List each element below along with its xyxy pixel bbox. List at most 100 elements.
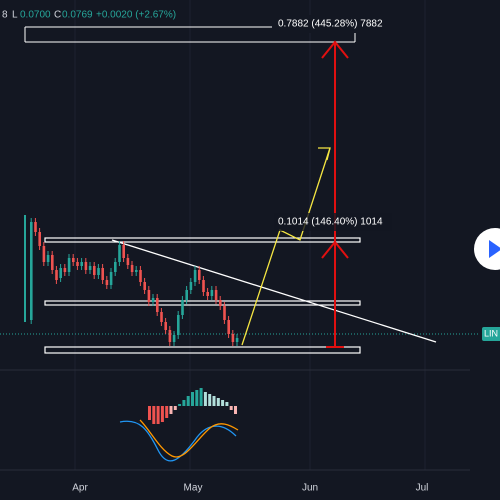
- candle: [219, 300, 222, 306]
- candle: [46, 255, 50, 262]
- legend-close-label: C: [54, 10, 61, 21]
- histogram-bar: [216, 398, 220, 406]
- histogram-bar: [160, 406, 164, 422]
- label-bg: [272, 15, 396, 33]
- candle: [72, 258, 75, 262]
- candle: [210, 290, 214, 296]
- candle: [101, 268, 104, 280]
- legend-low: 0.0700: [20, 10, 51, 21]
- candle: [214, 290, 218, 300]
- candle: [34, 222, 37, 232]
- candle: [93, 266, 96, 275]
- candle: [160, 312, 163, 322]
- annotation-label: 0.7882 (445.28%) 7882: [278, 19, 383, 30]
- candle: [181, 300, 184, 315]
- play-button[interactable]: [474, 228, 500, 270]
- candle: [206, 292, 209, 296]
- candle: [97, 268, 100, 275]
- time-label: Jul: [416, 483, 429, 494]
- candle: [227, 320, 230, 334]
- histogram-bar: [225, 402, 229, 406]
- candle: [118, 245, 121, 262]
- price-tag: [482, 327, 500, 341]
- candle: [59, 268, 62, 278]
- histogram-bar: [208, 394, 212, 406]
- candle: [55, 270, 58, 280]
- candle: [105, 280, 109, 285]
- histogram-bar: [156, 406, 160, 424]
- candle: [202, 280, 205, 292]
- candle: [109, 272, 113, 285]
- projection: [241, 147, 331, 346]
- histogram-bar: [191, 392, 194, 406]
- candle: [185, 290, 188, 300]
- time-label: Jun: [302, 483, 318, 494]
- candle: [193, 270, 197, 282]
- histogram-bar: [148, 406, 151, 420]
- candle: [231, 334, 235, 342]
- zones: [44, 237, 361, 354]
- price-tag-label: LIN: [484, 328, 498, 338]
- macd: [119, 388, 239, 462]
- candle: [147, 290, 151, 302]
- grid: [0, 0, 470, 471]
- histogram-bar: [199, 388, 203, 406]
- legend-low-label: L: [12, 10, 18, 21]
- candle: [189, 282, 193, 290]
- candle: [122, 245, 125, 258]
- candle: [80, 262, 83, 266]
- histogram-bar: [182, 400, 186, 406]
- candle: [42, 246, 46, 262]
- candle: [24, 215, 26, 322]
- candle: [135, 270, 138, 272]
- trend-line: [111, 239, 437, 343]
- candle: [164, 322, 167, 330]
- candle: [88, 266, 92, 270]
- histogram-bar: [212, 396, 216, 406]
- candle: [172, 335, 176, 342]
- legend-change: +0.0020 (+2.67%): [96, 10, 176, 21]
- histogram-bar: [221, 400, 225, 406]
- label-bg: [274, 213, 392, 231]
- candle: [151, 298, 155, 302]
- candle: [235, 338, 239, 342]
- signal-line: [139, 419, 239, 458]
- candles: [24, 215, 239, 346]
- candle: [30, 222, 33, 320]
- histogram-bar: [169, 406, 173, 414]
- histogram-bar: [152, 406, 156, 424]
- candle: [67, 258, 71, 272]
- annotation-label: 0.1014 (146.40%) 1014: [278, 217, 383, 228]
- histogram-bar: [229, 406, 233, 410]
- target-arrows: [321, 40, 349, 348]
- histogram-bar: [186, 396, 190, 406]
- candle: [168, 330, 172, 342]
- candle: [198, 270, 201, 280]
- play-icon: [489, 240, 500, 258]
- candle: [76, 262, 79, 266]
- candle: [63, 268, 67, 272]
- candle: [143, 282, 146, 290]
- time-label: Apr: [72, 483, 88, 494]
- candle: [223, 306, 226, 320]
- legend-symbol: 8: [2, 10, 8, 21]
- histogram-bar: [195, 390, 199, 406]
- histogram-bar: [165, 406, 169, 418]
- legend-close: 0.0769: [62, 10, 93, 21]
- histogram-bar: [234, 406, 237, 414]
- histogram-bar: [203, 392, 207, 406]
- candle: [126, 258, 130, 265]
- candle: [114, 262, 117, 272]
- candle: [84, 262, 88, 270]
- candle: [51, 255, 54, 270]
- candle: [156, 298, 159, 312]
- candle: [130, 265, 134, 272]
- candle: [177, 315, 180, 335]
- time-label: May: [184, 483, 203, 494]
- histogram-bar: [178, 404, 182, 406]
- candle: [38, 232, 41, 246]
- histogram-bar: [173, 406, 177, 410]
- candle: [139, 270, 142, 282]
